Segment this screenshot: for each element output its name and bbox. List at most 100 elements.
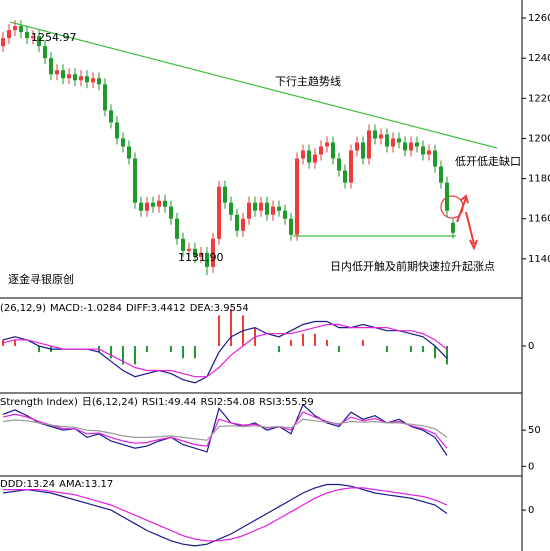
candle-body xyxy=(361,142,365,159)
legend-entry: DEA:3.9554 xyxy=(190,303,249,314)
candle-body xyxy=(37,36,41,47)
candle-body xyxy=(289,218,293,235)
candle-body xyxy=(181,238,185,251)
candle-body xyxy=(55,70,59,75)
candle-body xyxy=(379,134,383,139)
trend-line xyxy=(9,21,498,149)
candle-body xyxy=(415,142,419,147)
candle-body xyxy=(427,150,431,155)
y-tick-label: 1160 xyxy=(528,214,550,225)
annotation: 日内低开触及前期快速拉升起涨点 xyxy=(330,259,495,273)
legend-entry: DIFF:3.4412 xyxy=(126,303,186,314)
candle-body xyxy=(205,252,209,267)
candle-body xyxy=(127,146,131,159)
candle-body xyxy=(79,76,83,81)
candle-body xyxy=(61,70,65,79)
candle-body xyxy=(199,252,203,257)
annotation: 下行主趋势线 xyxy=(275,74,341,88)
candle-body xyxy=(265,202,269,215)
y-tick-label: 0 xyxy=(528,461,534,472)
candle-body xyxy=(217,186,221,239)
candle-body xyxy=(97,78,101,85)
candle-body xyxy=(85,76,89,83)
y-tick-label: 1220 xyxy=(528,93,550,104)
candle-body xyxy=(229,202,233,215)
candle-body xyxy=(331,142,335,159)
candle-body xyxy=(355,142,359,151)
candle-body xyxy=(187,248,191,251)
candle-body xyxy=(115,122,119,139)
panel-header: (26,12,9) xyxy=(0,303,46,314)
y-tick-label: 1180 xyxy=(528,174,550,185)
candle-body xyxy=(13,26,17,31)
candle-body xyxy=(121,138,125,147)
candle-body xyxy=(1,38,5,47)
candle-body xyxy=(409,142,413,151)
candle-body xyxy=(91,78,95,83)
candle-body xyxy=(31,36,35,39)
panel-header: Strength Index) xyxy=(0,397,78,408)
candle-body xyxy=(223,186,227,203)
candle-body xyxy=(421,146,425,155)
candle-body xyxy=(49,58,53,75)
candle-body xyxy=(43,46,47,59)
candle-body xyxy=(277,206,281,211)
candle-body xyxy=(295,158,299,235)
candle-body xyxy=(25,32,29,39)
candle-body xyxy=(157,200,161,207)
candle-body xyxy=(211,238,215,267)
candle-body xyxy=(7,30,11,39)
candle-body xyxy=(343,170,347,183)
y-tick-label: 0 xyxy=(528,341,534,352)
candle-body xyxy=(283,210,287,219)
candle-body xyxy=(19,26,23,33)
panel-header: 日(6,12,24) xyxy=(82,397,138,408)
candle-body xyxy=(175,218,179,239)
annotation: 低开低走缺口 xyxy=(455,154,521,168)
candle-body xyxy=(259,202,263,211)
candle-body xyxy=(151,202,155,207)
candle-body xyxy=(163,200,167,207)
y-tick-label: 50 xyxy=(528,425,541,436)
indicator-line xyxy=(2,483,448,547)
candle-body xyxy=(397,138,401,143)
y-tick-label: 1240 xyxy=(528,53,550,64)
candle-body xyxy=(145,202,149,211)
indicator-line xyxy=(2,323,448,378)
candle-body xyxy=(319,146,323,155)
y-tick-label: 1140 xyxy=(528,254,550,265)
y-tick-label: 0 xyxy=(528,505,534,516)
legend-entry: RSI3:55.59 xyxy=(259,397,314,408)
candle-body xyxy=(391,138,395,147)
legend-entry: DDD:13.24 xyxy=(0,479,55,490)
candle-body xyxy=(193,248,197,257)
candle-body xyxy=(349,150,353,183)
annotation: 1254.97 xyxy=(31,31,77,44)
candle-body xyxy=(373,130,377,139)
candle-body xyxy=(307,150,311,163)
indicator-line xyxy=(3,487,448,542)
annotation: 1131.90 xyxy=(178,251,224,264)
candle-body xyxy=(445,182,449,211)
y-tick-label: 1200 xyxy=(528,133,550,144)
candle-body xyxy=(103,84,107,111)
legend-entry: AMA:13.17 xyxy=(59,479,113,490)
candle-body xyxy=(301,150,305,159)
candle-body xyxy=(247,202,251,219)
candle-body xyxy=(385,134,389,147)
candle-body xyxy=(73,74,77,81)
legend-entry: RSI2:54.08 xyxy=(200,397,255,408)
candle-body xyxy=(451,222,455,233)
candle-body xyxy=(403,142,407,151)
candle-body xyxy=(241,218,245,231)
candle-body xyxy=(109,110,113,123)
candle-body xyxy=(253,202,257,211)
candle-body xyxy=(313,154,317,163)
candle-body xyxy=(271,206,275,215)
candle-body xyxy=(433,150,437,167)
indicator-line xyxy=(2,418,448,441)
legend-entry: MACD:-1.0284 xyxy=(50,303,122,314)
